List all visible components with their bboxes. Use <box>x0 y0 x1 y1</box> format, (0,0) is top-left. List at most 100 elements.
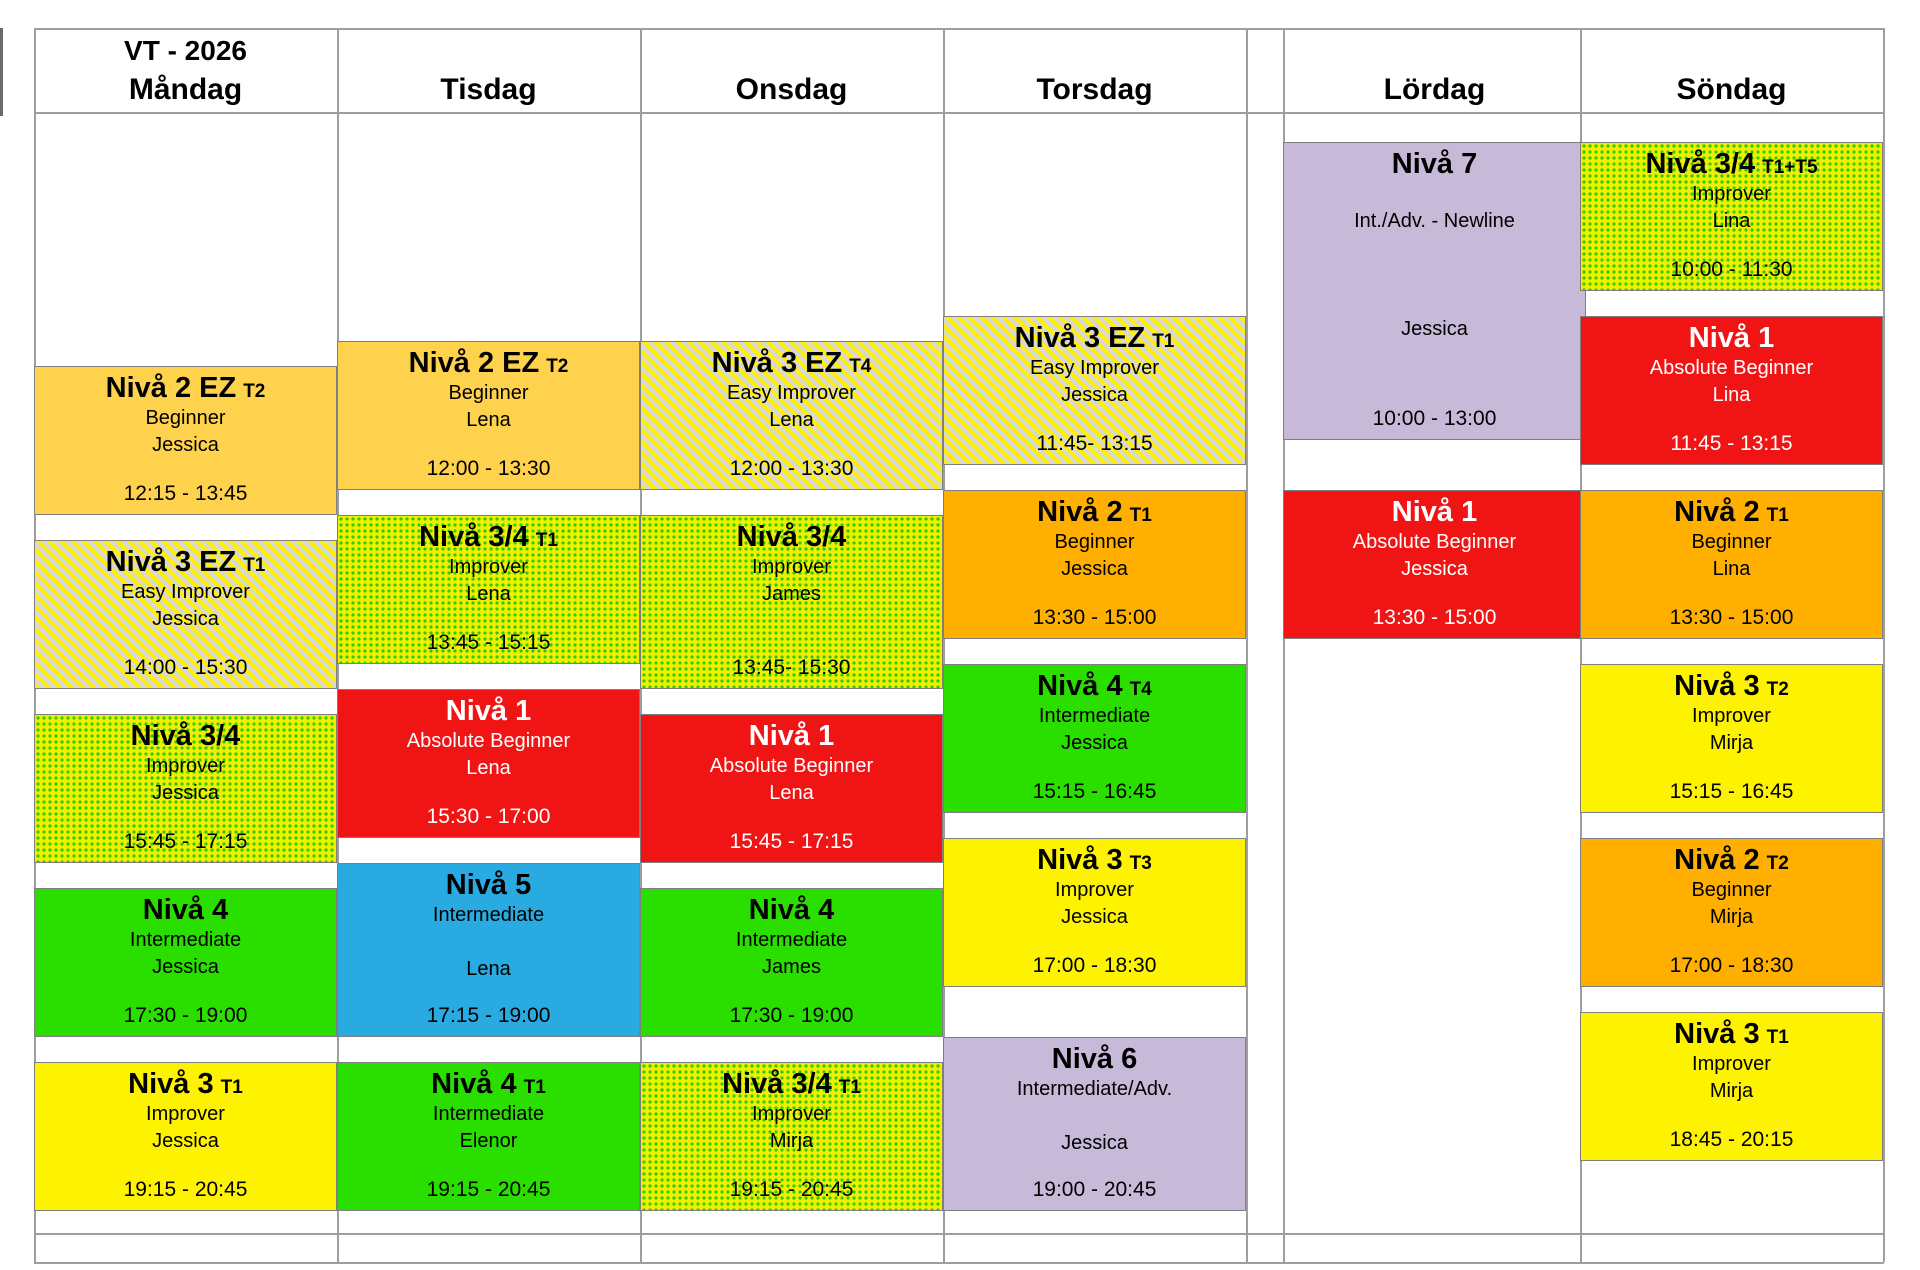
class-level: Nivå 3/4 T1 <box>722 1068 861 1101</box>
class-time: 14:00 - 15:30 <box>123 655 248 679</box>
class-detail-line: Jessica <box>1061 732 1128 755</box>
day-label-monday: Måndag <box>128 73 243 106</box>
class-level-text: Nivå 3 <box>128 1067 214 1100</box>
class-term-suffix: T1 <box>243 554 266 576</box>
class-level-text: Nivå 3 <box>1674 670 1760 702</box>
class-time: 13:30 - 15:00 <box>1032 606 1157 630</box>
class-card: Nivå 1 Absolute Beginner Lena 15:45 - 17:15 <box>640 713 943 863</box>
class-detail-line: Intermediate <box>129 928 242 951</box>
blank-line <box>1432 235 1438 262</box>
class-card: Nivå 2 EZ T2 Beginner Lena 12:00 - 13:30 <box>337 340 640 490</box>
grid-hline-header-bottom <box>34 112 1884 114</box>
class-card: Nivå 4 Intermediate James 17:30 - 19:00 <box>640 887 943 1037</box>
class-term-suffix: T1+T5 <box>1762 157 1818 178</box>
class-level: Nivå 1 <box>1392 496 1477 529</box>
class-level-text: Nivå 1 <box>748 719 835 752</box>
class-level-text: Nivå 4 <box>142 893 229 926</box>
class-term-suffix: T2 <box>546 355 569 377</box>
class-detail-line: Beginner <box>145 407 226 430</box>
class-level-text: Nivå 2 EZ <box>105 371 237 404</box>
class-detail-line: Intermediate <box>735 928 848 951</box>
class-time: 12:15 - 13:45 <box>123 481 248 505</box>
class-detail-line: Improver <box>146 1102 225 1125</box>
class-level-text: Nivå 3/4 <box>736 520 847 553</box>
class-detail-line: Mirja <box>1709 906 1754 929</box>
class-term-suffix: T3 <box>1129 852 1152 874</box>
class-time: 15:30 - 17:00 <box>426 804 551 828</box>
class-time: 17:00 - 18:30 <box>1669 953 1794 977</box>
header-cell-thursday: Torsdag <box>943 28 1246 112</box>
class-detail-line: Lena <box>466 958 511 981</box>
class-level: Nivå 3 EZ T1 <box>1015 322 1175 355</box>
class-level-text: Nivå 4 <box>431 1067 517 1100</box>
day-label-sunday: Söndag <box>1676 73 1787 106</box>
class-term-suffix: T1 <box>1129 505 1152 526</box>
class-term-suffix: T1 <box>1766 1026 1789 1048</box>
header-cell-tuesday: Tisdag <box>337 28 640 112</box>
grid-hline-bottom <box>34 1262 1884 1264</box>
class-detail-line: Improver <box>449 556 528 579</box>
class-detail-line: Beginner <box>448 382 529 405</box>
class-level: Nivå 3 EZ T4 <box>712 347 872 380</box>
day-label-wednesday: Onsdag <box>735 73 848 106</box>
class-time: 17:00 - 18:30 <box>1032 953 1157 977</box>
class-card: Nivå 3 EZ T1 Easy Improver Jessica 14:00 - 1… <box>34 539 337 689</box>
class-card: Nivå 7 Int./Adv. - Newline Jessica 10:00 … <box>1283 142 1586 441</box>
class-level-text: Nivå 3 EZ <box>105 545 237 578</box>
class-level: Nivå 1 <box>446 695 531 728</box>
class-time: 11:45- 13:15 <box>1036 432 1153 456</box>
blank-line <box>1432 289 1438 316</box>
class-time: 15:45 - 17:15 <box>729 829 854 853</box>
class-level: Nivå 2 T1 <box>1674 496 1789 529</box>
class-detail-line: Jessica <box>152 1129 219 1152</box>
class-level-text: Nivå 1 <box>1688 322 1775 354</box>
class-card: Nivå 3 EZ T4 Easy Improver Lena 12:00 - 13:3… <box>640 340 943 490</box>
class-level: Nivå 3/4 T1 <box>419 521 558 554</box>
class-card: Nivå 3 EZ T1 Easy Improver Jessica 11:45- 13… <box>943 316 1246 466</box>
class-level-text: Nivå 6 <box>1051 1042 1138 1075</box>
class-detail-line: Jessica <box>1401 558 1468 581</box>
class-level-text: Nivå 3 EZ <box>711 346 843 379</box>
class-level: Nivå 7 <box>1392 148 1477 181</box>
class-detail-line: Improver <box>1692 183 1771 206</box>
class-term-suffix: T1 <box>535 529 558 551</box>
term-label: VT - 2026 <box>124 35 247 67</box>
class-detail-line: Easy Improver <box>1030 357 1159 380</box>
class-level: Nivå 4 <box>143 894 228 927</box>
class-level: Nivå 2 T1 <box>1037 496 1152 529</box>
class-level: Nivå 4 <box>749 894 834 927</box>
page-edge-mark <box>0 28 3 116</box>
class-level-text: Nivå 7 <box>1391 148 1478 180</box>
class-term-suffix: T1 <box>838 1076 861 1098</box>
grid-vline <box>1246 28 1248 1262</box>
class-level-text: Nivå 4 <box>1037 670 1123 702</box>
class-detail-line: Improver <box>146 755 225 778</box>
class-card: Nivå 4 T4 Intermediate Jessica 15:15 - 16:45 <box>943 664 1246 814</box>
header-cell-monday: VT - 2026 Måndag <box>34 28 337 112</box>
class-term-suffix: T2 <box>1766 679 1789 700</box>
class-card: Nivå 2 T1 Beginner Jessica 13:30 - 15:00 <box>943 490 1246 640</box>
class-level: Nivå 4 T4 <box>1037 670 1152 703</box>
class-level-text: Nivå 3/4 <box>1645 148 1756 180</box>
class-detail-line: Jessica <box>1061 1132 1128 1155</box>
class-time: 19:15 - 20:45 <box>729 1177 854 1201</box>
class-level-text: Nivå 5 <box>445 868 532 901</box>
class-level-text: Nivå 3/4 <box>130 719 241 752</box>
class-time: 12:00 - 13:30 <box>426 456 551 480</box>
class-detail-line: Absolute Beginner <box>1352 531 1517 554</box>
class-detail-line: Lina <box>1712 210 1751 233</box>
class-detail-line: Jessica <box>152 608 219 631</box>
class-detail-line: Lena <box>466 409 511 432</box>
class-term-suffix: T1 <box>1766 505 1789 526</box>
class-card: Nivå 3 T1 Improver Mirja 18:45 - 20:15 <box>1580 1011 1883 1161</box>
class-level-text: Nivå 2 <box>1674 843 1760 876</box>
class-level: Nivå 1 <box>749 720 834 753</box>
class-time: 15:15 - 16:45 <box>1669 780 1794 804</box>
class-detail-line: Lena <box>466 757 511 780</box>
class-detail-line: Jessica <box>152 955 219 978</box>
class-time: 13:30 - 15:00 <box>1372 606 1497 630</box>
class-detail-line: Jessica <box>152 782 219 805</box>
class-time: 13:45- 15:30 <box>732 655 851 679</box>
class-detail-line: Lena <box>769 409 814 432</box>
class-time: 10:00 - 13:00 <box>1372 407 1497 431</box>
